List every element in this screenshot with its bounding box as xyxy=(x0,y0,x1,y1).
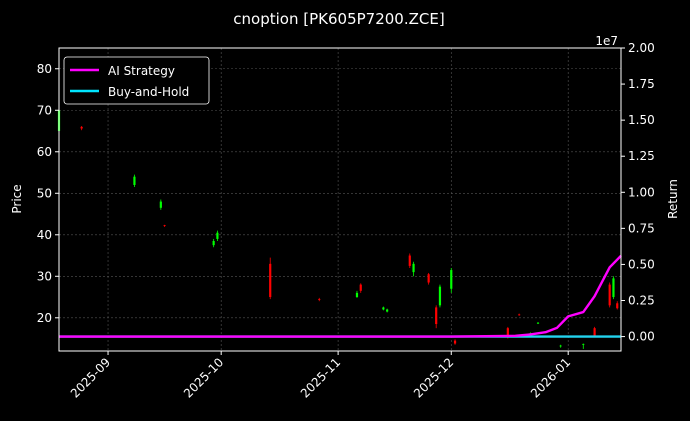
left-axis: 20 30 40 50 60 70 80 xyxy=(37,62,59,325)
candle-body xyxy=(559,345,562,347)
candle-body xyxy=(616,303,619,309)
ai-strategy-line xyxy=(59,254,622,338)
candle-body xyxy=(506,328,509,337)
candle-body xyxy=(536,322,540,324)
right-tick-label: 1.00 xyxy=(628,185,655,199)
right-tick-label: 2.00 xyxy=(628,41,655,55)
candle-body xyxy=(450,270,453,289)
right-tick-label: 0.75 xyxy=(628,221,655,235)
left-tick-label: 70 xyxy=(37,103,52,117)
grid xyxy=(59,48,621,351)
candle-body xyxy=(582,343,585,345)
candle-body xyxy=(359,284,362,291)
right-axis: 0.00 0.25 0.50 0.75 1.00 1.25 1.50 1.75 2.00 xyxy=(621,41,655,344)
candle-body xyxy=(608,284,611,306)
right-tick-label: 0.25 xyxy=(628,294,655,308)
candle-body xyxy=(518,314,521,316)
candle-body xyxy=(80,126,83,129)
candle-body xyxy=(269,263,272,298)
candle-body xyxy=(386,309,389,312)
candle-body xyxy=(412,263,415,273)
right-tick-label: 0.00 xyxy=(628,330,655,344)
right-axis-offset-text: 1e7 xyxy=(595,34,618,48)
candle-body xyxy=(438,286,442,306)
candle-body xyxy=(163,225,166,227)
left-tick-label: 20 xyxy=(37,311,52,325)
legend: AI Strategy Buy-and-Hold xyxy=(63,56,210,105)
candle-body xyxy=(133,176,136,185)
right-axis-label: Return xyxy=(666,179,680,219)
left-axis-label: Price xyxy=(10,184,24,213)
candle-body xyxy=(408,255,411,266)
left-tick-label: 40 xyxy=(37,228,52,242)
left-tick-label: 30 xyxy=(37,269,52,283)
legend-label-ai-strategy: AI Strategy xyxy=(108,64,175,78)
candle-body xyxy=(612,278,615,298)
left-tick-label: 50 xyxy=(37,186,52,200)
candle-body xyxy=(318,299,321,300)
legend-label-buy-and-hold: Buy-and-Hold xyxy=(108,85,189,99)
left-tick-label: 80 xyxy=(37,62,52,76)
candle-body xyxy=(593,328,596,337)
plot-frame xyxy=(58,47,622,352)
right-tick-label: 1.50 xyxy=(628,113,655,127)
candle-body xyxy=(453,340,457,344)
left-tick-label: 60 xyxy=(37,145,52,159)
candle-body xyxy=(216,232,219,239)
candle-body xyxy=(159,201,162,208)
right-tick-label: 1.25 xyxy=(628,149,655,163)
candle-body xyxy=(382,307,385,310)
chart-title: cnoption [PK605P7200.ZCE] xyxy=(233,10,444,28)
series-lines-layer xyxy=(59,254,622,338)
legend-box xyxy=(63,56,210,105)
right-tick-label: 1.75 xyxy=(628,77,655,91)
candle-body xyxy=(212,241,215,246)
candle-body xyxy=(355,292,359,298)
candle-body xyxy=(435,307,438,325)
right-tick-label: 0.50 xyxy=(628,257,655,271)
candle-body xyxy=(427,274,430,283)
